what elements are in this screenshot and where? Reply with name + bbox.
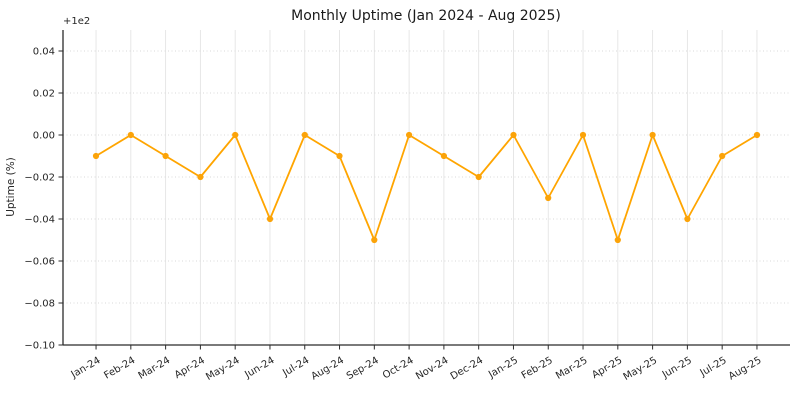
data-point-marker bbox=[162, 152, 169, 160]
x-tick-label: Sep-24 bbox=[345, 355, 381, 382]
data-point-markers bbox=[92, 131, 761, 244]
chart-title: Monthly Uptime (Jan 2024 - Aug 2025) bbox=[291, 8, 561, 24]
y-tick-label: −0.08 bbox=[24, 299, 55, 310]
y-tick-labels: 0.04 0.02 0.00 −0.02 −0.04 −0.06 −0.08 −0.10 bbox=[24, 47, 55, 352]
data-point-marker bbox=[371, 236, 378, 244]
uptime-line-series bbox=[95, 134, 758, 241]
data-point-marker bbox=[719, 152, 726, 160]
x-tick-label: May-25 bbox=[622, 355, 659, 383]
y-tick-label: 0.00 bbox=[33, 131, 55, 142]
x-tick-label: Jun-24 bbox=[242, 355, 276, 381]
x-tick-label: Jul-24 bbox=[280, 355, 311, 379]
y-tick-label: −0.06 bbox=[24, 257, 55, 268]
x-tick-label: Mar-24 bbox=[137, 355, 172, 382]
data-point-marker bbox=[579, 131, 587, 139]
x-tick-label: Dec-24 bbox=[449, 355, 485, 382]
data-point-marker bbox=[92, 152, 100, 160]
data-point-marker bbox=[614, 236, 621, 244]
data-point-marker bbox=[649, 131, 656, 139]
y-tick-label: 0.02 bbox=[33, 89, 55, 100]
data-point-marker bbox=[684, 215, 691, 223]
data-point-marker bbox=[301, 131, 308, 139]
x-tick-label: Jul-25 bbox=[698, 355, 729, 379]
data-point-marker bbox=[545, 194, 552, 202]
data-point-marker bbox=[232, 131, 239, 139]
y-axis-offset-label: +1e2 bbox=[63, 16, 90, 27]
horizontal-gridlines bbox=[63, 50, 790, 346]
x-tick-label: Nov-24 bbox=[414, 355, 450, 382]
x-tick-label: May-24 bbox=[204, 355, 241, 383]
y-tick-label: −0.02 bbox=[24, 173, 55, 184]
data-point-marker bbox=[475, 173, 482, 181]
x-tick-label: Jan-24 bbox=[69, 355, 103, 381]
x-tick-label: Aug-25 bbox=[727, 355, 764, 382]
x-tick-label: Apr-24 bbox=[173, 355, 207, 381]
x-tick-label: Feb-24 bbox=[102, 355, 137, 382]
data-point-marker bbox=[197, 173, 204, 181]
x-tick-label: Jun-25 bbox=[660, 355, 694, 381]
data-point-marker bbox=[336, 152, 343, 160]
data-point-marker bbox=[266, 215, 274, 223]
data-point-marker bbox=[510, 131, 517, 139]
vertical-gridlines bbox=[95, 30, 758, 345]
data-point-marker bbox=[406, 131, 413, 139]
y-tick-label: −0.04 bbox=[24, 215, 55, 226]
x-tick-label: Jan-25 bbox=[486, 355, 520, 381]
data-point-marker bbox=[753, 131, 761, 139]
x-tick-label: Oct-24 bbox=[381, 355, 416, 381]
data-point-marker bbox=[127, 131, 134, 139]
y-axis-label: Uptime (%) bbox=[5, 157, 17, 217]
x-tick-label: Aug-24 bbox=[309, 355, 346, 382]
axis-tick-marks bbox=[58, 50, 758, 350]
axes-spines bbox=[62, 30, 790, 346]
x-tick-label: Feb-25 bbox=[520, 355, 555, 382]
x-tick-label: Mar-25 bbox=[554, 355, 589, 382]
y-tick-label: −0.10 bbox=[24, 341, 55, 352]
x-tick-label: Apr-25 bbox=[590, 355, 624, 381]
data-point-marker bbox=[440, 152, 447, 160]
y-tick-label: 0.04 bbox=[33, 47, 55, 58]
